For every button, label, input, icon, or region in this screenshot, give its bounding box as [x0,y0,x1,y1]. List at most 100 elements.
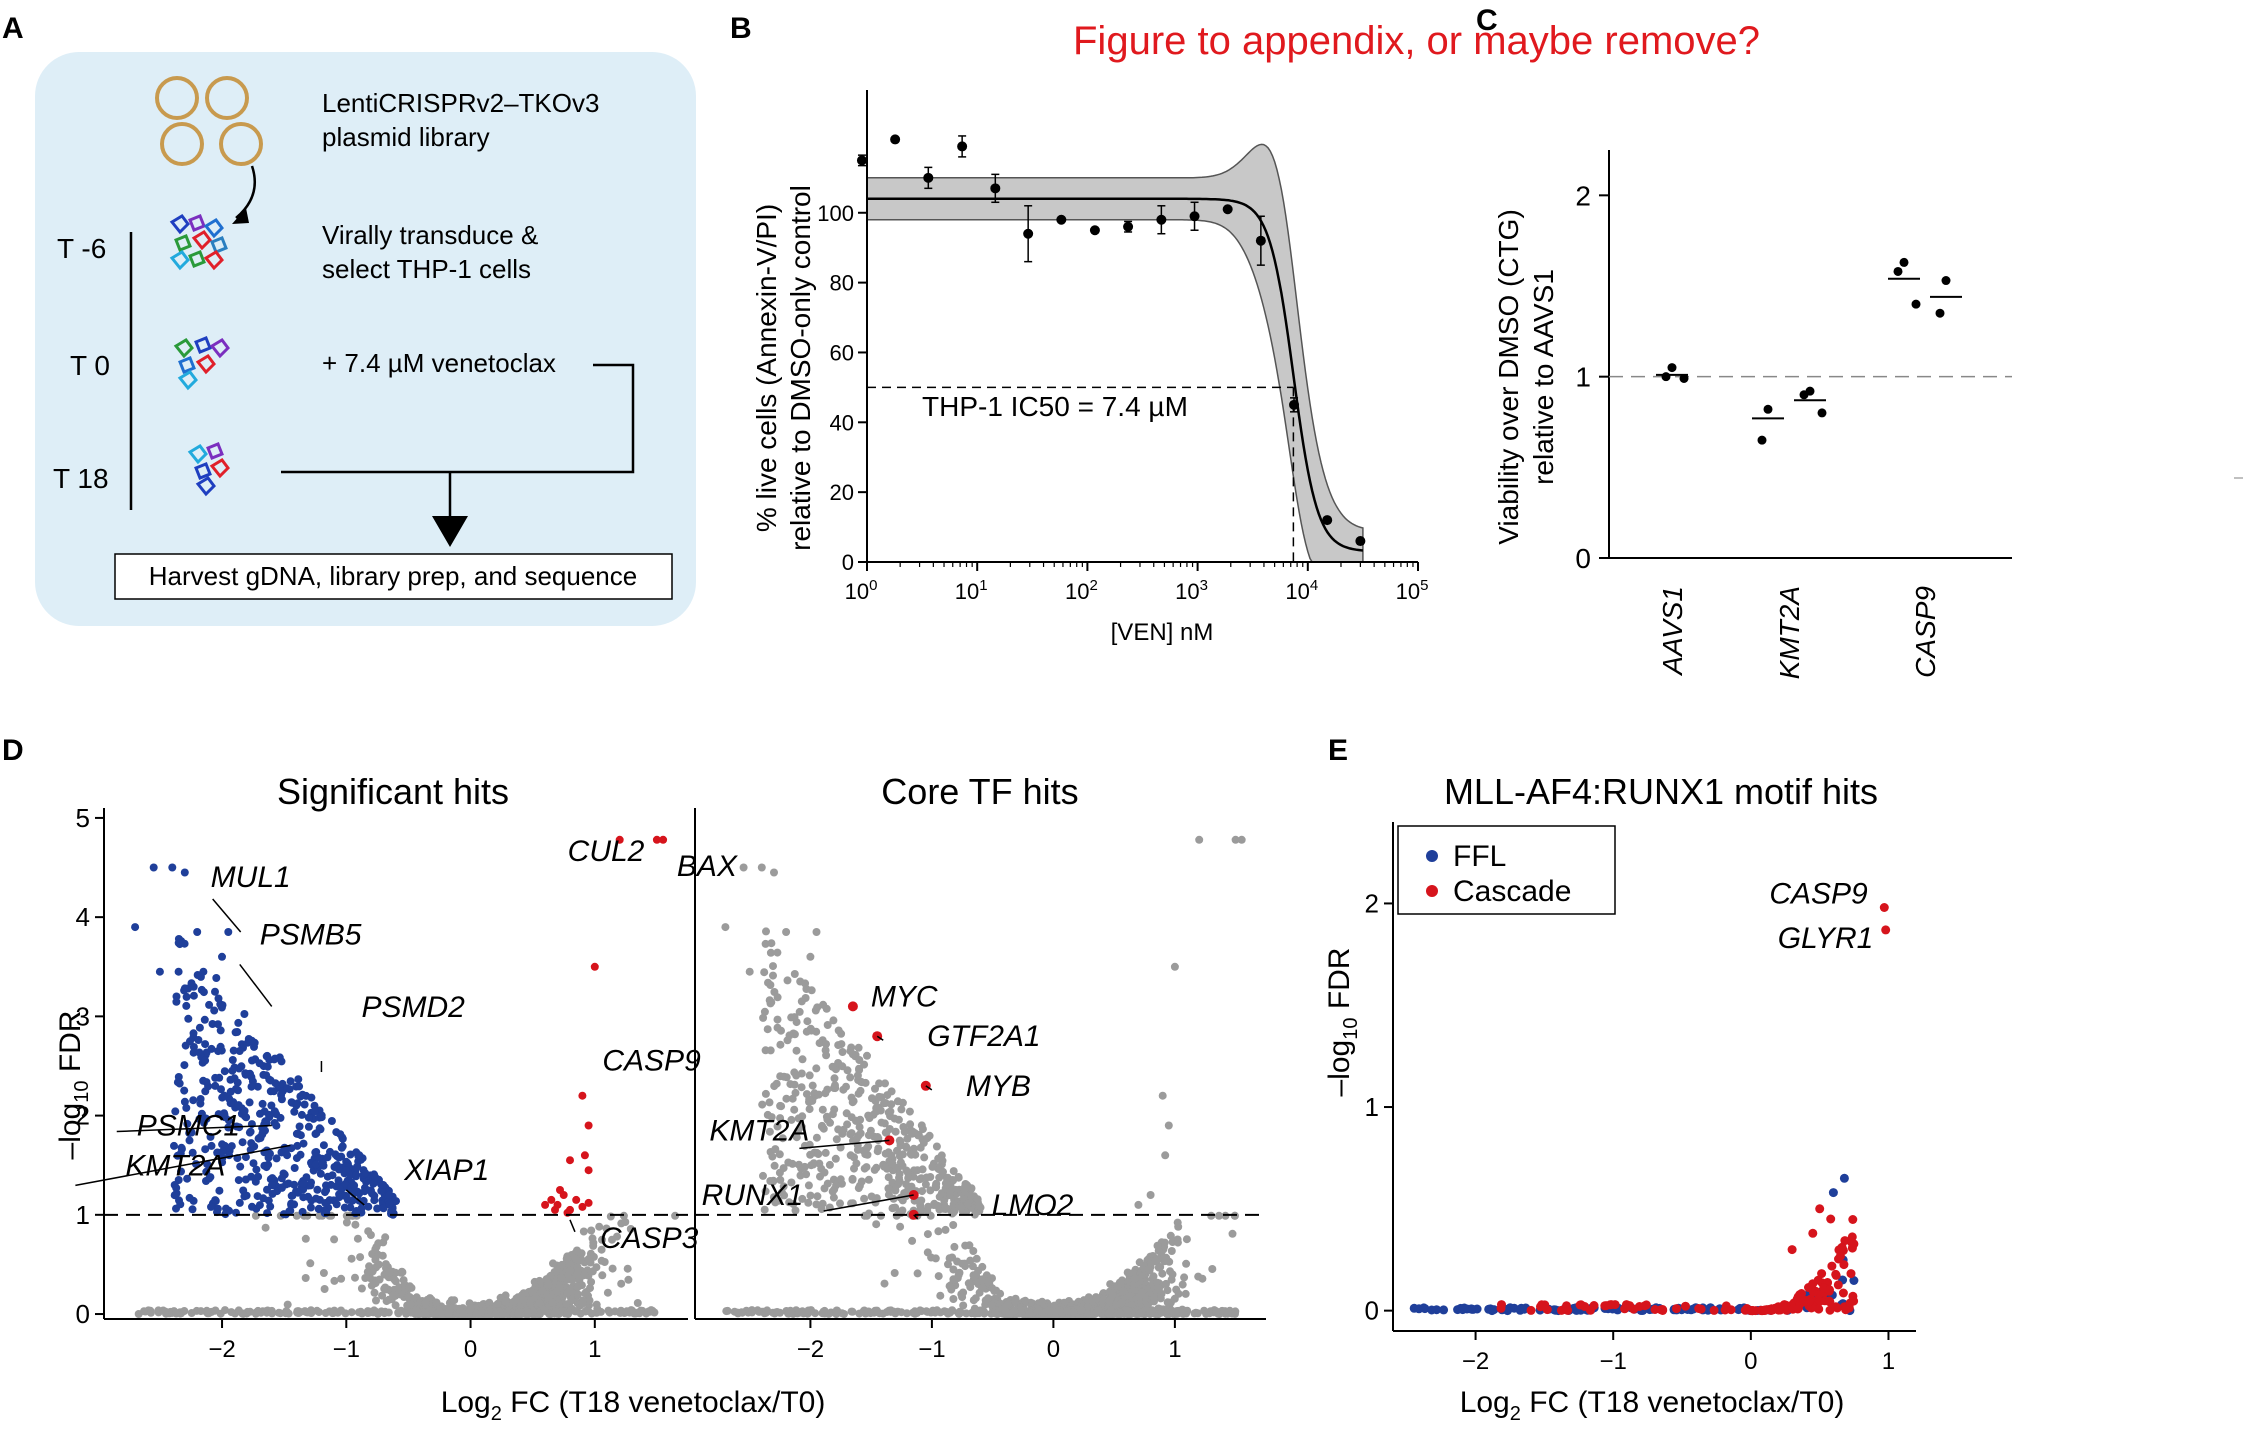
panel-d-left-xtick-label: −2 [208,1336,235,1363]
panel-d-right-gene-label: LMO2 [992,1189,1074,1222]
panel-label-c: C [1476,4,1498,37]
panel-d-left-point-grey [519,1296,528,1305]
panel-d-left-point-blue [379,1181,388,1189]
panel-d-left-point-grey [347,1308,356,1317]
panel-d-left-point-blue [334,1153,343,1162]
step2-label: + 7.4 µM venetoclax [322,348,556,378]
panel-d-right-point-grey [1077,1306,1086,1315]
panel-d-right-point-grey [768,1152,777,1161]
panel-d-right-point-grey [773,1015,782,1024]
panel-d-left-point-blue [271,1079,280,1088]
panel-d-left-point-grey [565,1286,574,1295]
panel-d-left-point-blue [330,1163,339,1171]
panel-d-left-point-blue [304,1113,313,1122]
panel-d-right-point-grey [760,1007,769,1016]
panel-d-right-point-grey [1167,1275,1176,1284]
panel-d-left-point-blue [186,1037,194,1046]
panel-d-right-point-grey [918,1165,927,1174]
panel-d-left-point-blue [235,1198,244,1207]
panel-d-left-point-grey [405,1282,414,1291]
panel-d-left-label-leader [75,1144,291,1187]
panel-b-xtick-label: 104 [1285,577,1318,604]
panel-d-left-point-blue [211,1196,220,1205]
panel-d-left-point-blue [175,1196,183,1205]
panel-d-right-point-grey [914,1131,923,1140]
panel-d-right-point-grey [805,1071,814,1080]
panel-d-right-point-grey [762,1308,771,1317]
panel-d-left-point-grey [363,1268,372,1276]
panel-d-right-point-grey [848,1175,857,1184]
panel-d-right-point-grey [880,1279,889,1288]
panel-d-right-point-grey [949,1167,958,1176]
panel-b-fit [867,197,1364,562]
panel-d-right-point-grey [779,1182,788,1191]
panel-d-right-point-grey [790,1080,799,1089]
panel-d-left-point-blue [267,1101,276,1110]
panel-d-left-point-grey [337,1274,346,1283]
panel-d-right-point-grey [1160,1253,1168,1262]
panel-d-left-point-blue [207,1044,216,1053]
panel-d-right-point-grey [1104,1309,1113,1318]
panel-c: 0 1 2 AAVS1 KMT2A CASP9 Viability over DMSO … [1493,150,2243,679]
panel-d-right-point-grey [837,1127,846,1135]
panel-d-left-point-grey [294,1309,303,1317]
panel-d-right-point-grey [739,863,748,872]
panel-d-left-point-grey [597,1256,606,1265]
panel-d-right-point-grey [842,1109,851,1118]
panel-e-ytick-label: 1 [1365,1092,1379,1122]
panel-d-left-point-grey [254,1306,262,1315]
panel-b-point [1023,228,1034,239]
panel-d-right-point-grey [1170,962,1179,971]
panel-d-right-point-grey [1116,1309,1125,1318]
surviving-cells-icon [187,442,230,497]
panel-d-left-point-blue [217,1085,225,1094]
panel-d-left-point-grey [211,1306,220,1315]
panel-d-left-label-leader [212,898,242,933]
panel-d-right-point-grey [766,1046,775,1055]
panel-d-left-gene-label: XIAP1 [403,1154,489,1187]
panel-d-left-point-blue [272,1154,281,1163]
panel-d-left-point-blue [292,1129,301,1138]
panel-d-right-point-grey [1191,1308,1200,1317]
panel-d-right-point-grey [969,1247,978,1255]
panel-e-point-red [1610,1300,1620,1310]
panel-d-right-point-grey [721,923,730,932]
panel-d-left-point-grey [544,1280,553,1289]
panel-e-point-red [1787,1245,1797,1255]
panel-d-left-point-blue [195,1023,204,1032]
panel-e-point-blue [1839,1173,1849,1183]
panel-d-right-point-grey [984,1294,992,1303]
panel-d-left-point-blue [317,1111,326,1120]
panel-d-left-point-grey [162,1309,170,1318]
panel-b-xtick-exponent: 0 [869,577,877,594]
panel-d-left-point-grey [567,1296,576,1305]
panel-d-left-point-blue [182,992,191,1001]
panel-d-right-point-grey [795,1007,804,1016]
panel-d-right-point-grey [1167,1247,1176,1255]
panel-d-right-point-grey [843,1066,852,1075]
panel-d-left-ytick-label: 2 [76,1101,90,1131]
panel-d-left-point-blue [295,1122,304,1131]
panel-d-right-point-grey [830,1074,839,1083]
panel-d-right-point-grey [864,1131,873,1140]
panel-d-left-point-grey [319,1269,328,1277]
panel-d-right-point-grey [872,1306,881,1315]
panel-d-left-point-blue [290,1107,299,1116]
panel-d-left-point-grey [283,1308,292,1317]
panel-d-right-point-grey [1105,1296,1114,1305]
panel-e-point-red [1760,1305,1770,1315]
panel-d-right-point-grey [936,1291,945,1300]
panel-d-left-label-leader [116,1124,272,1133]
panel-c-ylabel-line2: relative to AAVS1 [1528,269,1559,485]
panel-d-right-plot: −2 −1 0 1 MYC GTF2A1 MYB KMT2A RUNX1 LMO2 [694,808,1266,1363]
panel-d-right-point-grey [760,1205,769,1214]
panel-d-left-point-blue [189,1029,198,1038]
panel-d-right-point-grey [819,1000,828,1009]
panel-d-right-xtick-label: 0 [1047,1336,1060,1363]
panel-d-left-point-blue [269,1087,278,1096]
panel-d-right-point-grey [945,1282,954,1291]
panel-d-left-point-grey [596,1307,605,1316]
panel-d-left-point-blue [286,1206,295,1215]
panel-d-left-point-blue [334,1176,343,1185]
panel-c-category-label: KMT2A [1774,586,1805,679]
